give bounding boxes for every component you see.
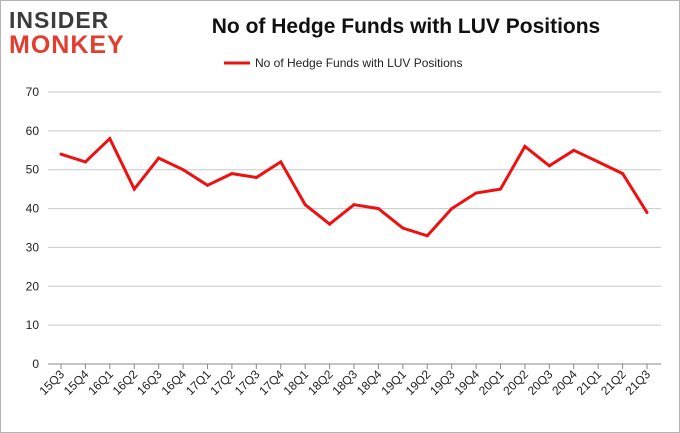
data-point <box>59 152 63 156</box>
y-tick-label: 70 <box>26 85 40 99</box>
x-tick-label: 20Q3 <box>525 367 556 398</box>
x-tick-label: 16Q3 <box>134 367 165 398</box>
axis-layer: 01020304050607015Q315Q416Q116Q216Q316Q41… <box>26 85 661 398</box>
legend-label: No of Hedge Funds with LUV Positions <box>255 56 462 70</box>
x-tick-label: 18Q4 <box>354 367 385 398</box>
legend: No of Hedge Funds with LUV Positions <box>224 56 462 70</box>
x-tick-label: 18Q2 <box>305 367 336 398</box>
data-point <box>279 160 283 164</box>
data-point <box>596 160 600 164</box>
series-layer <box>59 136 649 238</box>
data-point <box>352 203 356 207</box>
data-point <box>230 172 234 176</box>
data-point <box>499 187 502 191</box>
x-tick-label: 21Q2 <box>598 367 629 398</box>
x-tick-label: 19Q3 <box>427 367 458 398</box>
x-tick-label: 18Q1 <box>281 367 312 398</box>
y-tick-label: 10 <box>26 318 40 332</box>
y-tick-label: 60 <box>26 124 40 138</box>
data-point <box>181 168 185 172</box>
x-tick-label: 16Q4 <box>159 367 190 398</box>
y-tick-label: 40 <box>26 202 40 216</box>
data-point <box>108 137 112 141</box>
insider-monkey-logo: INSIDER MONKEY <box>9 9 134 58</box>
x-tick-label: 18Q3 <box>329 367 360 398</box>
grid-layer <box>48 91 661 326</box>
data-point <box>328 222 332 226</box>
data-point <box>572 148 576 152</box>
y-tick-label: 30 <box>26 240 40 254</box>
x-tick-label: 17Q1 <box>183 367 214 398</box>
logo-top-text: INSIDER <box>9 7 110 33</box>
data-point <box>523 144 527 148</box>
x-tick-label: 15Q4 <box>61 367 92 398</box>
x-tick-label: 19Q1 <box>378 367 409 398</box>
data-point <box>645 210 649 214</box>
x-tick-label: 21Q3 <box>622 367 653 398</box>
chart-title: No of Hedge Funds with LUV Positions <box>211 15 601 38</box>
data-point <box>157 156 161 160</box>
logo-bottom-text: MONKEY <box>9 31 125 59</box>
y-tick-label: 20 <box>26 279 40 293</box>
x-tick-label: 20Q2 <box>500 367 531 398</box>
x-tick-label: 21Q1 <box>574 367 605 398</box>
data-point <box>83 160 87 164</box>
series-line <box>60 136 649 238</box>
data-point <box>425 234 429 238</box>
data-point <box>547 164 551 168</box>
data-point <box>376 207 380 211</box>
x-tick-label: 17Q3 <box>232 367 263 398</box>
x-tick-label: 19Q2 <box>403 367 434 398</box>
x-tick-label: 16Q2 <box>110 367 141 398</box>
data-point <box>401 226 405 230</box>
x-tick-label: 15Q3 <box>36 367 67 398</box>
x-tick-label: 19Q4 <box>452 367 483 398</box>
data-point <box>303 203 307 207</box>
y-tick-label: 50 <box>26 163 40 177</box>
x-tick-label: 17Q2 <box>207 367 238 398</box>
x-tick-label: 17Q4 <box>256 367 287 398</box>
data-point <box>474 191 478 195</box>
data-point <box>132 187 136 191</box>
y-tick-label: 0 <box>32 357 39 371</box>
data-point <box>450 207 454 211</box>
x-tick-label: 20Q4 <box>549 367 580 398</box>
x-tick-label: 20Q1 <box>476 367 507 398</box>
data-point <box>621 172 625 176</box>
x-tick-label: 16Q1 <box>85 367 116 398</box>
data-point <box>254 175 258 179</box>
data-point <box>206 183 209 187</box>
